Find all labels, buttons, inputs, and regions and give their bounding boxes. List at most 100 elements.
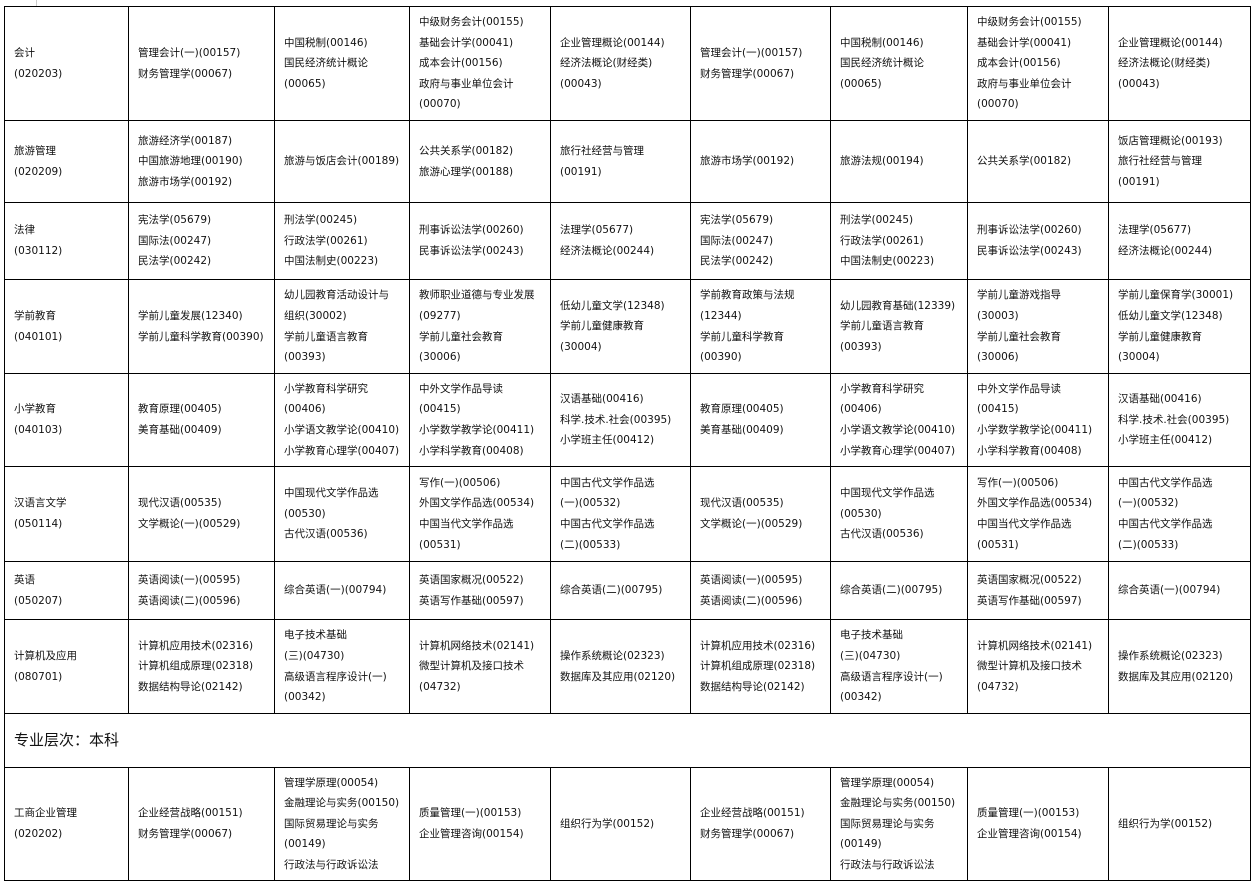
table-row: 旅游管理 (020209) 旅游经济学(00187) 中国旅游地理(00190) 旅游市… [4,120,1251,203]
course-line: 学前儿童社会教育 [977,330,1061,343]
course-line: 企业管理咨询(00154) [419,828,524,840]
course-line: 计算机应用技术(02316) [138,639,254,652]
table-row: 汉语言文学 (050114) 现代汉语(00535) 文学概论(一)(00529) 中国… [4,466,1251,562]
course-line: (00406) [284,403,326,416]
course-line: 微型计算机及接口技术 [419,660,524,673]
course-line: 小学教育科学研究 [840,382,924,395]
course-line: 数据结构导论(02142) [138,680,243,693]
course-cell: 中国古代文学作品选 (一)(00532) 中国古代文学作品选 (二)(00533) [550,466,691,562]
course-line: 国际法(00247) [138,234,212,247]
course-cell: 法理学(05677) 经济法概论(00244) [1108,202,1251,280]
course-line: 幼儿园教育活动设计与 [284,289,389,302]
course-line: 公共关系学(00182) [977,155,1072,168]
course-line: 企业管理咨询(00154) [977,828,1082,840]
course-line: 操作系统概论(02323) [1118,649,1223,662]
course-cell: 公共关系学(00182) [967,120,1109,203]
course-cell: 企业经营战略(00151) 财务管理学(00067) [128,767,275,881]
course-cell: 幼儿园教育活动设计与 组织(30002) 学前儿童语言教育 (00393) [274,279,410,374]
course-line: 旅行社经营与管理 [1118,155,1202,168]
course-line: 高级语言程序设计(一) [284,670,387,683]
course-line: (三)(04730) [840,649,901,662]
course-line: (00043) [1118,77,1160,90]
major-code: (080701) [14,670,63,683]
course-line: (30004) [1118,351,1160,364]
course-line: (00530) [840,507,882,520]
course-cell: 旅游法规(00194) [830,120,968,203]
course-cell: 宪法学(05679) 国际法(00247) 民法学(00242) [128,202,275,280]
major-cell: 学前教育 (040101) [4,279,129,374]
course-line: 企业经营战略(00151) [138,807,243,820]
course-line: 现代汉语(00535) [700,497,784,510]
course-line: 行政法与行政诉讼法 [284,858,379,871]
course-cell: 中级财务会计(00155) 基础会计学(00041) 成本会计(00156) 政府与事… [967,6,1109,121]
course-line: (30006) [977,351,1019,364]
course-line: 古代汉语(00536) [284,528,368,541]
course-line: 政府与事业单位会计 [977,77,1072,90]
course-cell: 电子技术基础 (三)(04730) 高级语言程序设计(一) (00342) [830,619,968,714]
course-cell: 旅游市场学(00192) [690,120,831,203]
course-line: 质量管理(一)(00153) [419,807,522,820]
course-line: (00065) [284,77,326,90]
major-code: (020209) [14,165,63,178]
course-cell: 综合英语(二)(00795) [550,561,691,620]
course-cell: 写作(一)(00506) 外国文学作品选(00534) 中国当代文学作品选 (0053… [967,466,1109,562]
course-line: 成本会计(00156) [419,57,503,70]
course-line: 质量管理(一)(00153) [977,807,1080,820]
course-line: (30003) [977,309,1019,322]
course-line: 科学.技术.社会(00395) [1118,413,1230,426]
major-name: 英语 [14,573,35,586]
course-line: 中外文学作品导读 [977,382,1061,395]
course-line: 基础会计学(00041) [419,36,514,49]
course-line: (00406) [840,403,882,416]
course-line: 中国古代文学作品选 [560,518,655,530]
course-line: 教师职业道德与专业发展 [419,289,535,302]
course-line: 小学班主任(00412) [560,434,655,447]
course-line: (04732) [977,680,1019,693]
course-line: 古代汉语(00536) [840,528,924,541]
course-line: 学前儿童科学教育 [700,330,784,343]
course-line: (00043) [560,77,602,90]
course-line: 行政法学(00261) [284,234,368,247]
course-line: 学前儿童语言教育 [284,330,368,343]
course-line: 金融理论与实务(00150) [284,797,400,810]
course-line: 小学科学教育(00408) [419,444,524,457]
course-line: (一)(00532) [560,497,621,510]
course-line: 英语阅读(二)(00596) [700,594,803,607]
course-line: 英语写作基础(00597) [977,594,1082,607]
course-line: 英语国家概况(00522) [419,573,524,586]
course-line: 数据库及其应用(02120) [560,670,676,683]
course-line: 公共关系学(00182) [419,144,514,157]
major-cell: 小学教育 (040103) [4,373,129,467]
table-row: 法律 (030112) 宪法学(05679) 国际法(00247) 民法学(00242)… [4,202,1251,280]
course-line: (00149) [284,838,326,851]
major-cell: 旅游管理 (020209) [4,120,129,203]
course-line: 汉语基础(00416) [560,393,644,406]
page-edge-mark [36,0,37,6]
course-cell: 计算机网络技术(02141) 微型计算机及接口技术 (04732) [409,619,551,714]
course-cell: 管理会计(一)(00157) 财务管理学(00067) [690,6,831,121]
course-line: 小学教育科学研究 [284,382,368,395]
course-line: 财务管理学(00067) [700,828,795,840]
course-line: 中国当代文学作品选 [977,518,1072,530]
course-line: (一)(00532) [1118,497,1179,510]
course-line: 组织行为学(00152) [560,817,655,830]
course-line: 幼儿园教育基础(12339) [840,299,956,312]
course-line: 刑事诉讼法学(00260) [977,224,1082,237]
major-name: 学前教育 [14,309,56,322]
course-line: 刑事诉讼法学(00260) [419,224,524,237]
course-line: 饭店管理概论(00193) [1118,134,1223,147]
course-cell: 电子技术基础 (三)(04730) 高级语言程序设计(一) (00342) [274,619,410,714]
course-line: 英语阅读(一)(00595) [138,573,241,586]
major-cell: 法律 (030112) [4,202,129,280]
course-line: 综合英语(二)(00795) [560,584,663,597]
course-cell: 汉语基础(00416) 科学.技术.社会(00395) 小学班主任(00412) [1108,373,1251,467]
course-cell: 操作系统概论(02323) 数据库及其应用(02120) [550,619,691,714]
course-line: 小学数学教学论(00411) [977,424,1093,436]
course-cell: 企业经营战略(00151) 财务管理学(00067) [690,767,831,881]
course-cell: 教师职业道德与专业发展 (09277) 学前儿童社会教育 (30006) [409,279,551,374]
major-code: (030112) [14,245,63,257]
course-line: (00531) [419,538,461,551]
major-name: 会计 [14,46,35,59]
course-cell: 幼儿园教育基础(12339) 学前儿童语言教育 (00393) [830,279,968,374]
major-name: 旅游管理 [14,144,56,157]
